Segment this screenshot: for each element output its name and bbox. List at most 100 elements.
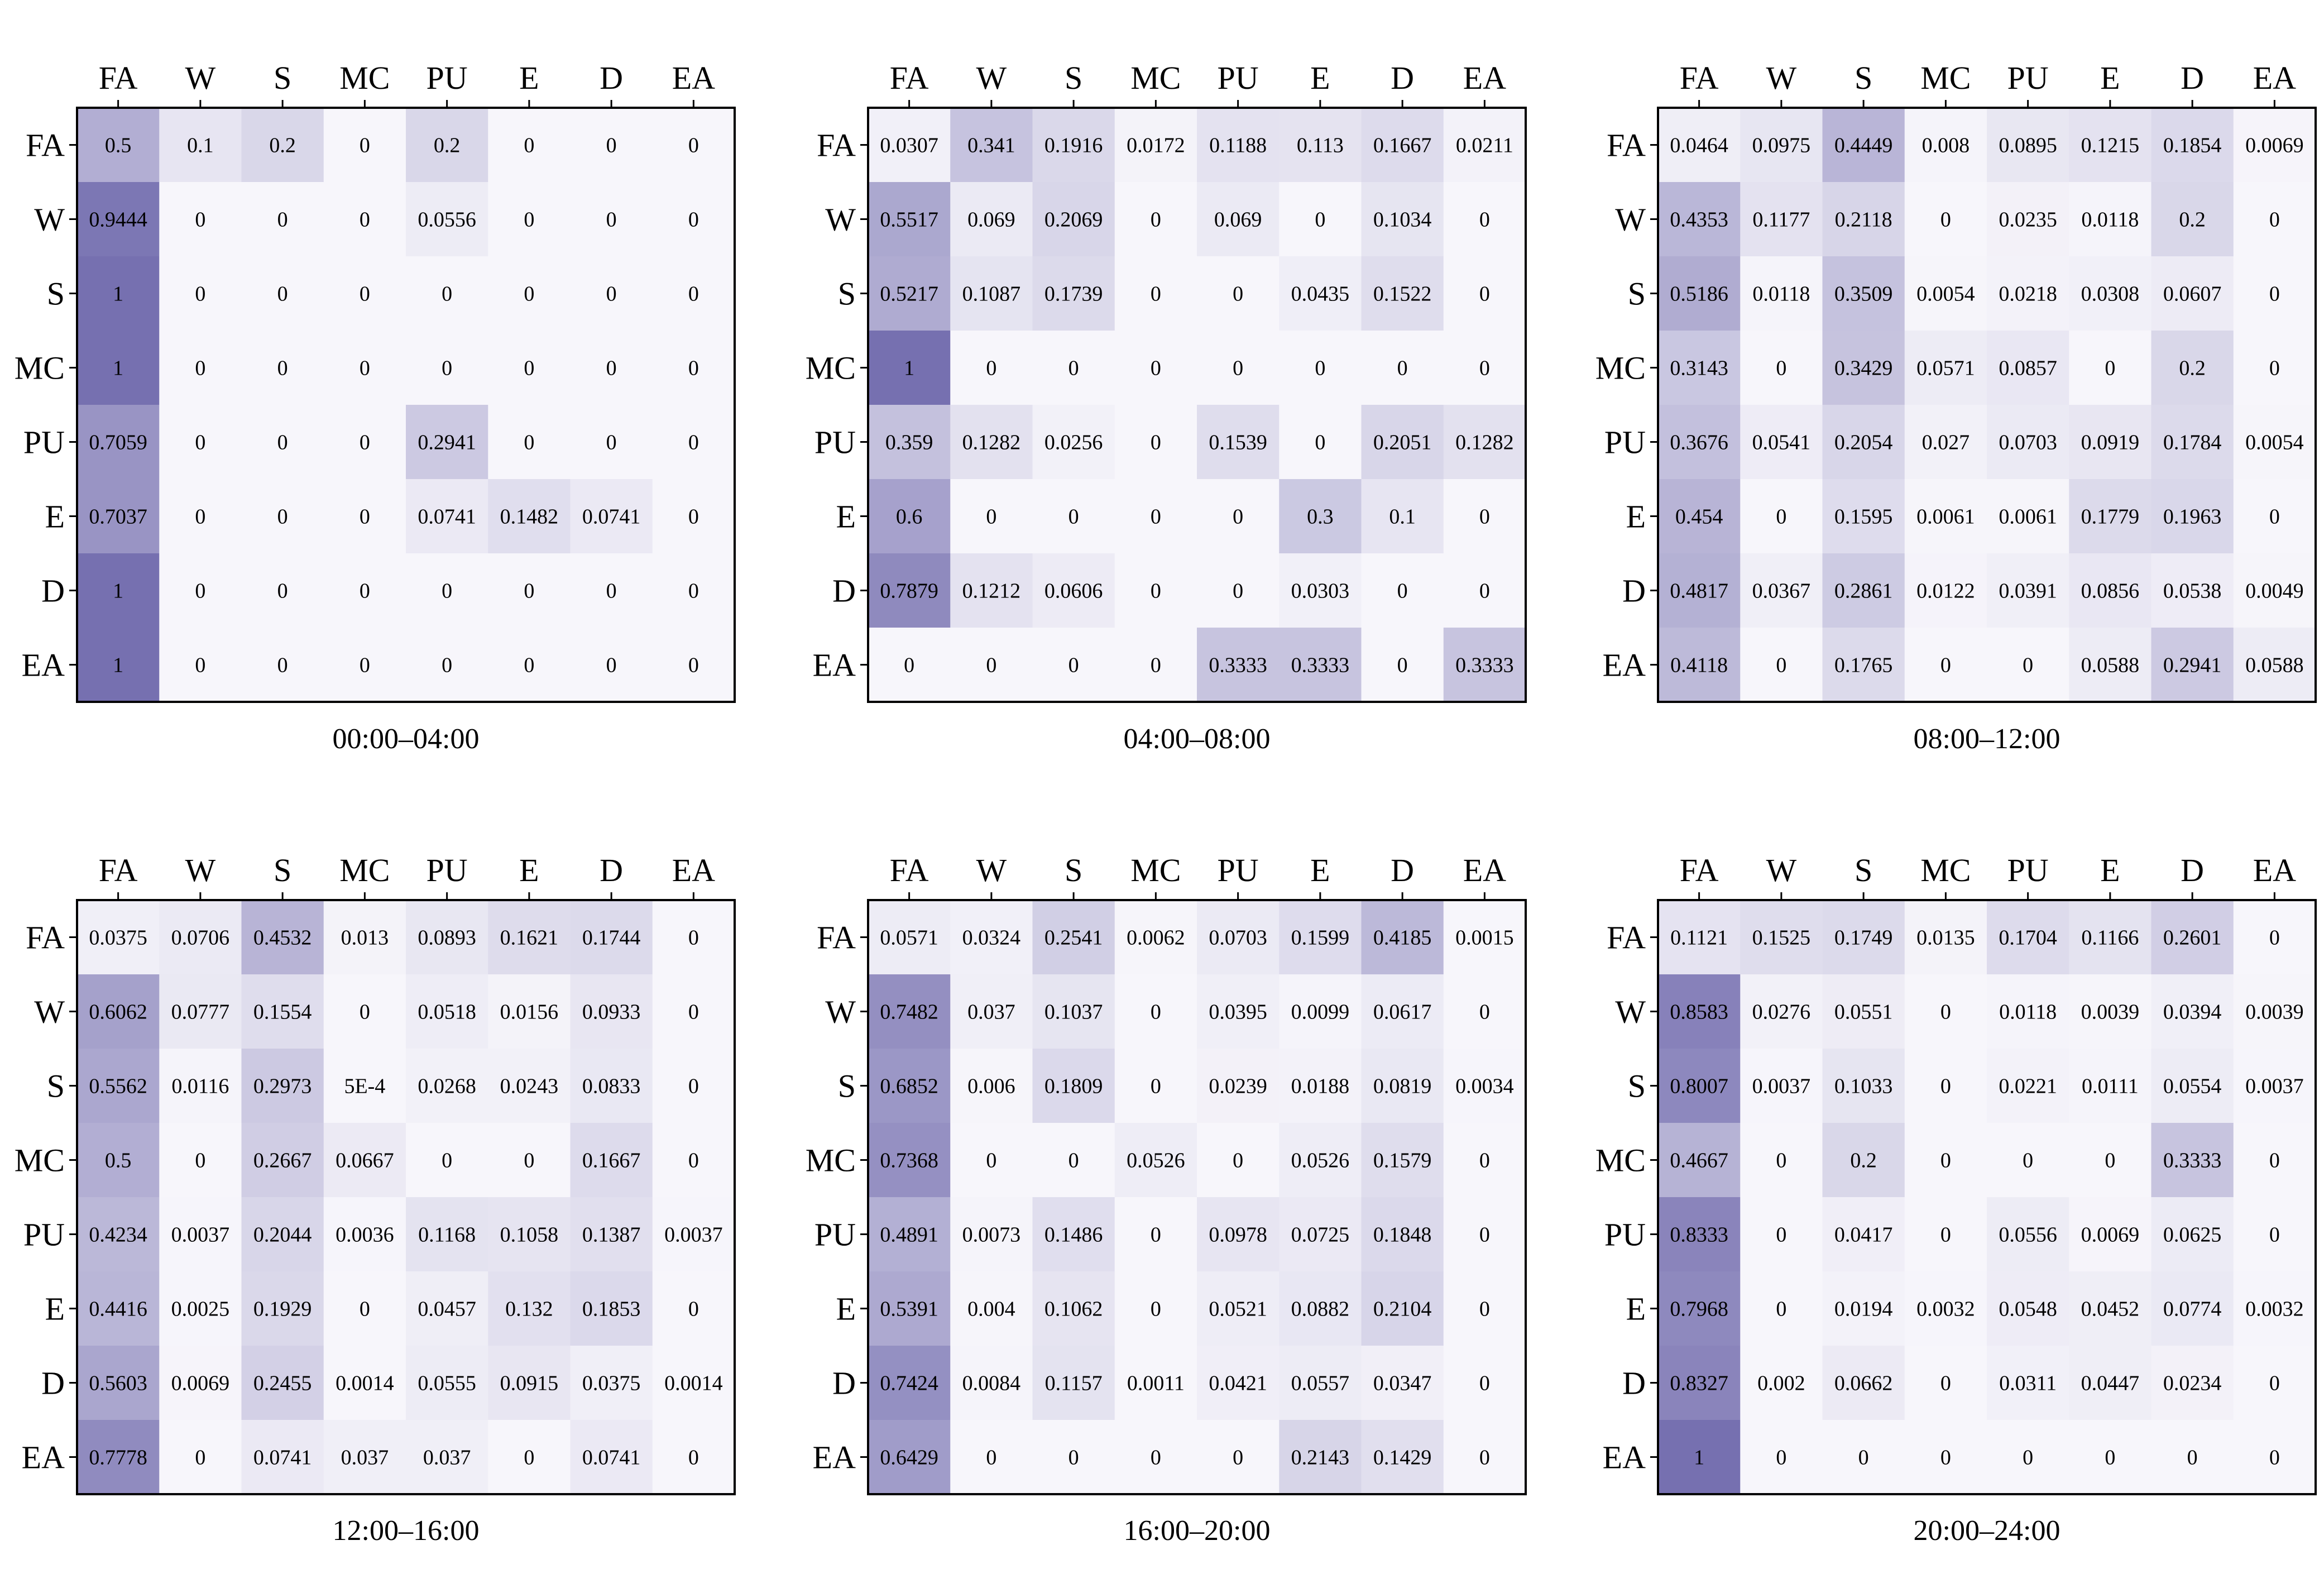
y-tick-label: FA: [1607, 127, 1646, 164]
cell-value-label: 0: [524, 357, 534, 380]
x-tick-label: E: [1310, 60, 1330, 96]
x-tick-label: EA: [672, 852, 715, 888]
cell-value-label: 0.006: [967, 1075, 1015, 1098]
cell-value-label: 0: [195, 1446, 205, 1470]
cell-value-label: 0.7968: [1670, 1298, 1728, 1321]
cell-value-label: 0: [524, 431, 534, 455]
cell-value-label: 0: [1940, 1001, 1951, 1024]
heatmap-cell: [241, 1271, 324, 1346]
heatmap-cell: [1987, 1271, 2069, 1346]
heatmap-cell: [488, 1197, 571, 1272]
heatmap-cell: [570, 256, 653, 331]
heatmap-cell: [1197, 1346, 1280, 1420]
cell-value-label: 0.1522: [1373, 283, 1432, 306]
heatmap-cell: [323, 1049, 406, 1123]
cell-value-label: 0.0607: [2163, 283, 2222, 306]
heatmap-cell: [1822, 1346, 1905, 1420]
y-tick-label: MC: [1595, 1142, 1646, 1179]
x-tick-label: S: [274, 852, 291, 888]
heatmap-cell: [1822, 900, 1905, 975]
cell-value-label: 0.0073: [962, 1223, 1021, 1247]
heatmap-cell: [1904, 256, 1987, 331]
cell-value-label: 0.1539: [1209, 431, 1267, 455]
cell-value-label: 0: [1776, 1446, 1786, 1470]
cell-value-label: 0: [606, 283, 617, 306]
heatmap-cell: [77, 1123, 160, 1198]
cell-value-label: 0.1387: [582, 1223, 641, 1247]
heatmap-cell: [1279, 1123, 1362, 1198]
cell-value-label: 0.0394: [2163, 1001, 2222, 1024]
cell-value-label: 0.0118: [1752, 283, 1810, 306]
heatmap-cell: [1032, 256, 1115, 331]
cell-value-label: 0.0395: [1209, 1001, 1267, 1024]
heatmap-cell: [868, 479, 951, 554]
heatmap-cell: [1197, 1197, 1280, 1272]
heatmap-cell: [1279, 479, 1362, 554]
heatmap-cell: [1443, 1197, 1526, 1272]
cell-value-label: 0.0417: [1834, 1223, 1893, 1247]
cell-value-label: 0.2541: [1044, 926, 1103, 950]
cell-value-label: 0: [1776, 1149, 1786, 1173]
cell-value-label: 0: [195, 283, 205, 306]
heatmap-cell: [241, 1197, 324, 1272]
heatmap-cell: [323, 1346, 406, 1420]
cell-value-label: 0: [688, 283, 699, 306]
cell-value-label: 0.5186: [1670, 283, 1728, 306]
heatmap-cell: [406, 1049, 488, 1123]
cell-value-label: 0.454: [1675, 505, 1723, 529]
heatmap-cell: [950, 1420, 1033, 1495]
x-tick-label: FA: [99, 852, 138, 888]
heatmap-cell: [406, 900, 488, 975]
heatmap-cell: [77, 553, 160, 628]
heatmap-cell: [868, 628, 951, 702]
heatmap-cell: [241, 182, 324, 257]
cell-value-label: 0.0037: [2245, 1075, 2304, 1098]
heatmap-cell: [2233, 1197, 2316, 1272]
heatmap-cell: [1361, 628, 1444, 702]
y-tick-label: S: [838, 276, 856, 312]
x-tick-label: W: [976, 60, 1007, 96]
x-tick-label: FA: [890, 852, 929, 888]
heatmap-panel-2: 0.0307 0.341 0.1916 0.0172 0.1188 0.113 0.1667…: [806, 60, 1527, 755]
heatmap-cell: [950, 553, 1033, 628]
cell-value-label: 0.069: [1214, 208, 1262, 232]
heatmap-cell: [241, 108, 324, 183]
x-tick-label: E: [519, 852, 539, 888]
cell-value-label: 0.0156: [500, 1001, 559, 1024]
cell-value-label: 0.0172: [1127, 134, 1185, 157]
cell-value-label: 0.1621: [500, 926, 559, 950]
heatmap-cell: [1904, 628, 1987, 702]
heatmap-cell: [323, 628, 406, 702]
heatmap-cell: [1443, 1123, 1526, 1198]
x-tick-label: S: [1065, 60, 1082, 96]
cell-value-label: 0.0978: [1209, 1223, 1267, 1247]
heatmap-cell: [570, 1346, 653, 1420]
cell-value-label: 0: [688, 1298, 699, 1321]
x-tick-label: MC: [1920, 60, 1971, 96]
y-tick-label: W: [825, 202, 856, 238]
cell-value-label: 0: [360, 1298, 370, 1321]
cell-value-label: 0: [1151, 1446, 1161, 1470]
y-tick-label: S: [47, 1068, 65, 1104]
cell-value-label: 0: [277, 283, 288, 306]
heatmap-cell: [2069, 108, 2152, 183]
cell-value-label: 0.1739: [1044, 283, 1103, 306]
y-tick-label: E: [45, 1291, 65, 1327]
heatmap-cell: [1740, 479, 1823, 554]
heatmap-panel-3: 0.0464 0.0975 0.4449 0.008 0.0895 0.1215 0.185…: [1595, 60, 2317, 755]
cell-value-label: 0.3333: [1455, 654, 1514, 677]
cell-value-label: 0.0521: [1209, 1298, 1267, 1321]
y-tick-label: MC: [806, 1142, 856, 1179]
cell-value-label: 0: [1479, 1149, 1490, 1173]
cell-value-label: 0.1168: [418, 1223, 476, 1247]
heatmap-cell: [1987, 256, 2069, 331]
cell-value-label: 0.4532: [253, 926, 312, 950]
cell-value-label: 0: [1776, 505, 1786, 529]
cell-value-label: 0.0239: [1209, 1075, 1267, 1098]
cell-value-label: 0.0538: [2163, 580, 2222, 603]
y-tick-label: S: [47, 276, 65, 312]
heatmap-cell: [1904, 1271, 1987, 1346]
heatmap-cell: [1658, 1346, 1741, 1420]
heatmap-cell: [2233, 974, 2316, 1049]
